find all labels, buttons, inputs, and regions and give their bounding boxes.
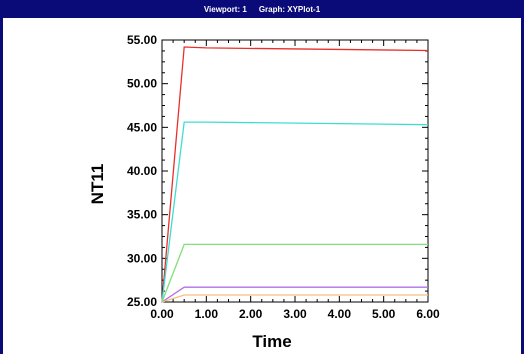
x-axis-label: Time (252, 332, 291, 351)
y-tick-label: 30.00 (127, 251, 157, 265)
y-tick-label: 35.00 (127, 208, 157, 222)
tick-labels: 0.00 1.00 2.00 3.00 4.00 5.00 6.00 25.00 30.00 35… (127, 33, 440, 321)
y-tick-label: 25.00 (127, 295, 157, 309)
series-line-2 (161, 121, 429, 303)
viewport-label: Viewport: 1 (203, 4, 247, 14)
series-line-5 (161, 294, 428, 303)
series-line-1 (161, 46, 429, 303)
viewport-title-bar: Viewport: 1 Graph: XYPlot-1 (3, 0, 521, 18)
graph-label: Graph: XYPlot-1 (258, 4, 321, 14)
x-tick-label: 0.00 (150, 307, 174, 321)
x-tick-label: 1.00 (195, 307, 219, 321)
x-tick-label: 2.00 (239, 307, 263, 321)
xy-plot: 0.00 1.00 2.00 3.00 4.00 5.00 6.00 25.00 30.00 35… (88, 33, 440, 351)
data-series (161, 46, 429, 303)
y-tick-label: 40.00 (127, 164, 157, 178)
axis-ticks (161, 39, 429, 303)
y-axis-label: NT11 (88, 164, 107, 205)
series-line-3 (161, 243, 428, 303)
x-tick-label: 3.00 (283, 307, 307, 321)
x-tick-label: 5.00 (372, 307, 396, 321)
x-tick-label: 6.00 (416, 307, 440, 321)
y-tick-label: 50.00 (127, 77, 157, 91)
y-tick-label: 45.00 (127, 120, 157, 134)
x-tick-label: 4.00 (328, 307, 352, 321)
plot-area-border (161, 39, 429, 303)
plot-frame (161, 39, 429, 303)
series-line-4 (161, 286, 428, 303)
y-tick-label: 55.00 (127, 33, 157, 47)
